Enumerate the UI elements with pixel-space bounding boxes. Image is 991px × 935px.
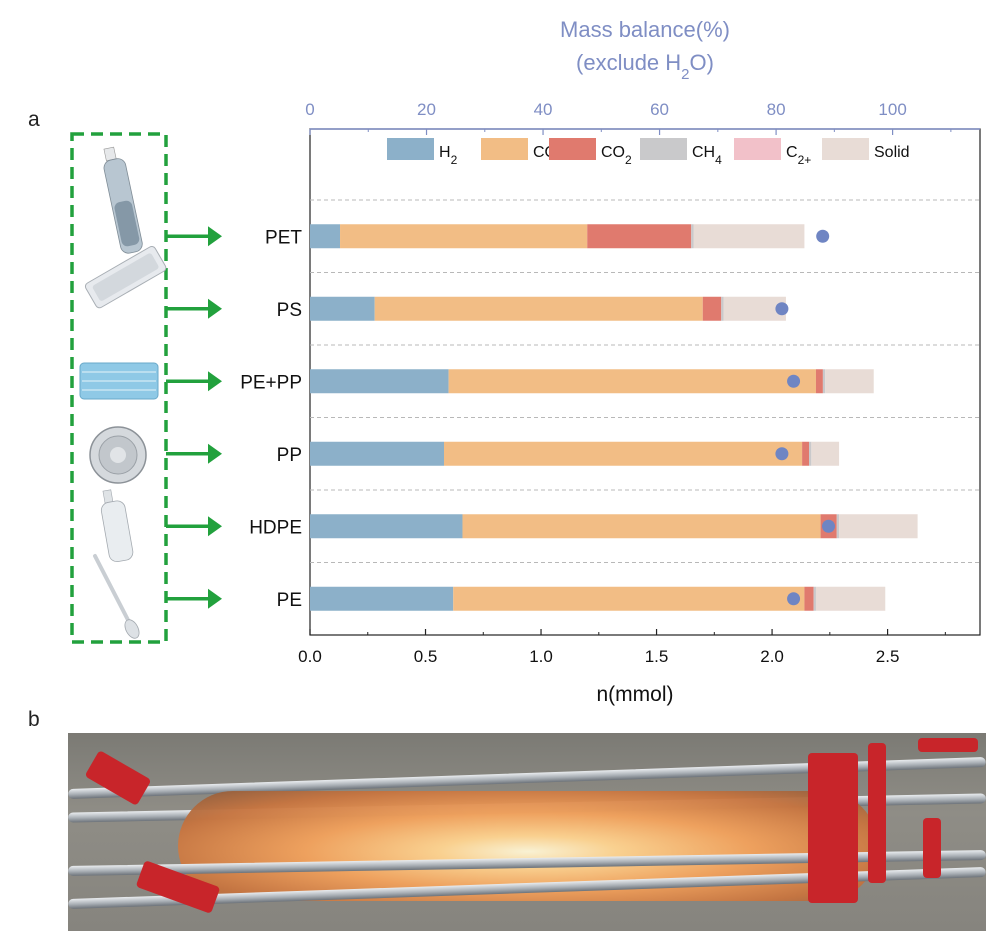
legend-swatch — [734, 138, 781, 160]
bar-segment-ch4 — [822, 369, 826, 394]
plastic-sample-icons — [70, 132, 168, 644]
legend-swatch — [549, 138, 596, 160]
category-label: PE — [277, 590, 302, 611]
bar-segment-ch4 — [813, 586, 816, 611]
bar-segment-ch4 — [836, 514, 840, 539]
top-axis-title-line1: Mass balance(%) — [560, 17, 730, 42]
x-tick-label: 2.0 — [760, 647, 784, 666]
bar-segment-h2 — [310, 514, 463, 539]
pipette-icon — [93, 554, 140, 639]
hdpe-bottle-icon — [100, 489, 134, 563]
top-tick-label: 60 — [650, 100, 669, 119]
panel-label-a: a — [28, 108, 40, 131]
bar-segment-co2 — [804, 586, 814, 611]
bar-segment-h2 — [310, 369, 449, 394]
top-tick-label: 80 — [767, 100, 786, 119]
bottle-icon — [103, 146, 143, 254]
clamshell-container-icon — [84, 245, 167, 309]
bar-segment-ch4 — [809, 441, 812, 466]
mass-balance-dot — [822, 519, 836, 533]
category-label: PS — [277, 300, 302, 321]
top-tick-label: 20 — [417, 100, 436, 119]
bar-segment-co2 — [587, 224, 692, 249]
mass-balance-dot — [787, 592, 801, 606]
x-tick-label: 0.0 — [298, 647, 322, 666]
arrow-head — [208, 516, 222, 537]
x-tick-label: 1.5 — [645, 647, 669, 666]
legend-label: CO2 — [601, 144, 632, 167]
bar-segment-h2 — [310, 296, 375, 321]
legend-label: CH4 — [692, 144, 722, 167]
bar-segment-co — [462, 514, 821, 539]
bar-segment-co2 — [815, 369, 823, 394]
bar-segment-co — [448, 369, 816, 394]
bar-segment-ch4 — [721, 296, 724, 321]
arrow-head — [208, 588, 222, 609]
legend-label: H2 — [439, 144, 458, 167]
mass-balance-dot — [775, 447, 789, 461]
legend-swatch — [822, 138, 869, 160]
arrow-head — [208, 371, 222, 392]
mass-balance-dot — [775, 302, 789, 316]
right-crank-handle — [918, 738, 978, 752]
x-tick-label: 1.0 — [529, 647, 553, 666]
category-label: PE+PP — [240, 372, 302, 393]
face-mask-icon — [79, 362, 159, 400]
bar-segment-solid — [811, 441, 840, 466]
bar-segment-co2 — [702, 296, 722, 321]
arrow-head — [208, 226, 222, 247]
top-tick-label: 40 — [534, 100, 553, 119]
legend-label: Solid — [874, 144, 910, 161]
bar-segment-solid — [839, 514, 918, 539]
top-axis-title-line2: (exclude H2O) — [576, 50, 714, 83]
bar-segment-co — [374, 296, 703, 321]
top-tick-label: 100 — [878, 100, 906, 119]
chart-layer: PET PS PE+PP PP HDPE PE 0.0 0.5 1.0 1.5 2.0 2.5 n(mm… — [240, 17, 981, 706]
right-clamp — [868, 743, 886, 883]
x-tick-label: 2.5 — [876, 647, 900, 666]
mass-balance-dot — [816, 229, 830, 243]
legend-swatch — [640, 138, 687, 160]
mass-balance-dot — [787, 374, 801, 388]
bar-segment-solid — [815, 586, 886, 611]
category-label: PP — [277, 445, 302, 466]
bar-segment-co — [340, 224, 588, 249]
bar-segment-co — [453, 586, 805, 611]
bar-segment-solid — [693, 224, 805, 249]
arrow-head — [208, 443, 222, 464]
bar-segment-h2 — [310, 441, 444, 466]
dashed-sample-box — [70, 132, 168, 644]
arrow-head — [208, 298, 222, 319]
bar-segment-co — [444, 441, 803, 466]
legend-label: C2+ — [786, 144, 811, 167]
x-axis-label: n(mmol) — [597, 683, 674, 706]
round-container-icon — [89, 426, 147, 484]
bar-segment-co2 — [802, 441, 810, 466]
bar-segment-ch4 — [691, 224, 694, 249]
category-label: PET — [265, 227, 302, 248]
category-label: HDPE — [249, 517, 302, 538]
mass-balance-chart: PET PS PE+PP PP HDPE PE 0.0 0.5 1.0 1.5 2.0 2.5 n(mm… — [70, 17, 981, 706]
bar-segment-h2 — [310, 586, 454, 611]
x-tick-label: 0.5 — [414, 647, 438, 666]
reactor-photo — [68, 733, 986, 931]
legend-swatch — [387, 138, 434, 160]
right-crank-handle — [923, 818, 941, 878]
panel-label-b: b — [28, 708, 40, 731]
legend-swatch — [481, 138, 528, 160]
bar-segment-solid — [825, 369, 874, 394]
top-tick-label: 0 — [305, 100, 314, 119]
bar-segment-h2 — [310, 224, 341, 249]
arrows-layer — [166, 226, 222, 609]
right-clamp — [808, 753, 858, 903]
